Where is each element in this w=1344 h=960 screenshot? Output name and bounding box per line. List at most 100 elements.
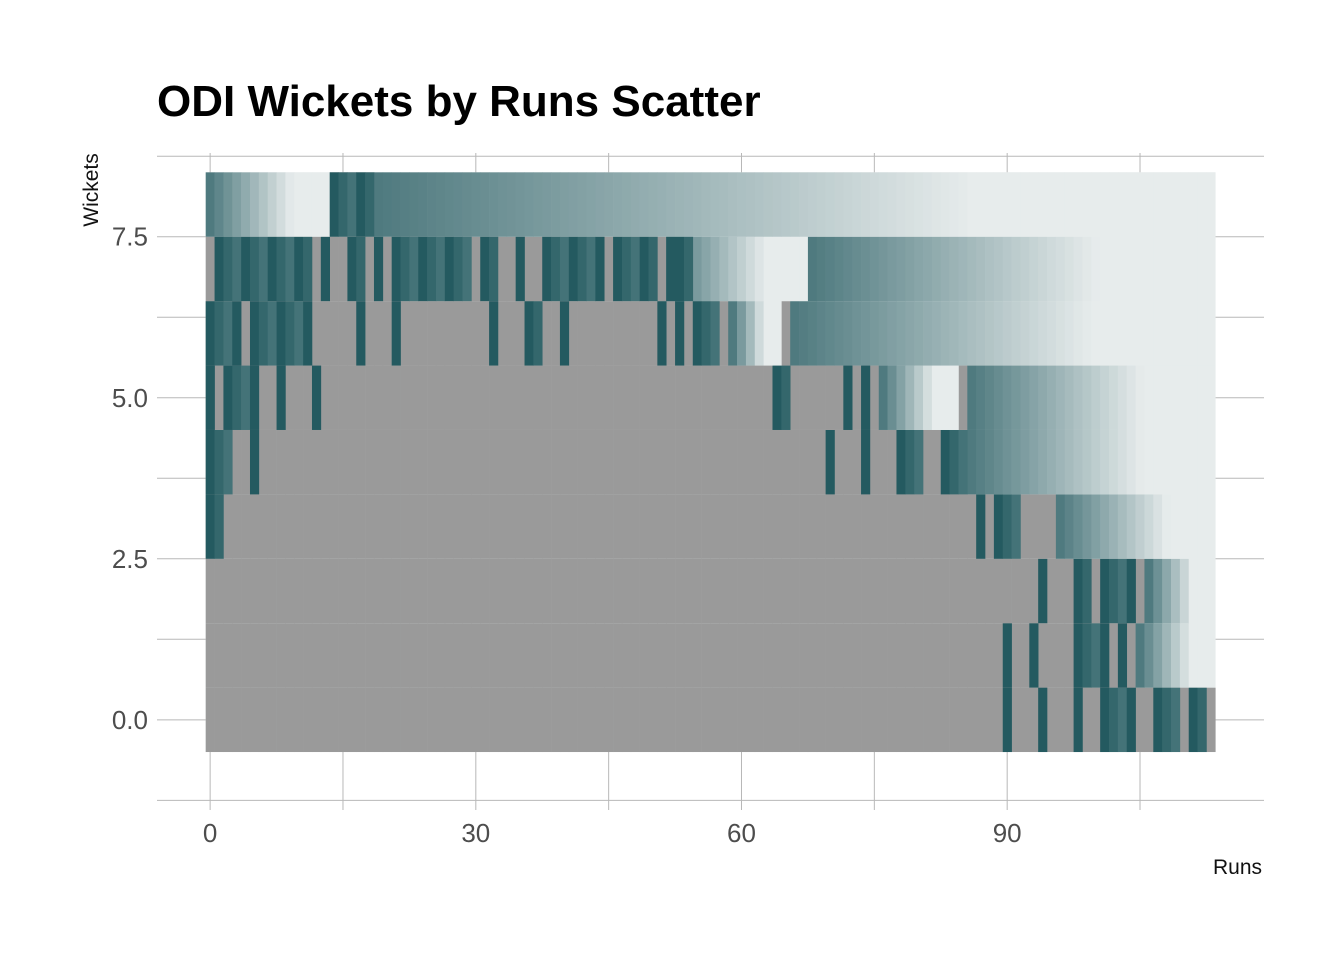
heatmap-cell (1100, 301, 1110, 366)
heatmap-tile (1197, 687, 1207, 753)
heatmap-cell (382, 301, 392, 366)
heatmap-cell (1100, 494, 1110, 559)
heatmap-cell (347, 623, 357, 688)
heatmap-cell (896, 172, 906, 237)
heatmap-cell (285, 365, 295, 430)
heatmap-cell (1153, 236, 1163, 302)
heatmap-cell (444, 687, 454, 753)
heatmap-cell (728, 301, 738, 366)
heatmap-cell (692, 429, 702, 495)
heatmap-cell (1038, 172, 1048, 237)
heatmap-cell (639, 429, 649, 495)
heatmap-cell (1020, 236, 1030, 302)
heatmap-cell (453, 687, 463, 753)
heatmap-cell (559, 623, 570, 688)
heatmap-cell (444, 301, 454, 366)
heatmap-cell (1188, 172, 1198, 237)
heatmap-cell (471, 623, 481, 688)
heatmap-cell (480, 558, 490, 624)
heatmap-cell (338, 494, 348, 559)
y-tick-label: 2.5 (112, 544, 148, 574)
heatmap-tile (285, 301, 295, 366)
heatmap-cell (719, 429, 729, 495)
heatmap-cell (462, 558, 472, 624)
x-tick-label: 30 (461, 818, 490, 848)
heatmap-cell (993, 558, 1004, 624)
heatmap-cell (639, 687, 649, 753)
heatmap-tile (427, 236, 437, 302)
heatmap-cell (1064, 172, 1074, 237)
heatmap-cell (1100, 365, 1110, 430)
heatmap-cell (701, 172, 711, 237)
heatmap-cell (967, 365, 977, 430)
heatmap-cell (214, 365, 224, 430)
heatmap-cell (409, 494, 419, 559)
heatmap-cell (1055, 236, 1066, 302)
heatmap-cell (790, 301, 800, 366)
heatmap-cell (639, 494, 649, 559)
heatmap-tile (1038, 558, 1048, 624)
heatmap-cell (400, 687, 410, 753)
heatmap-cell (675, 558, 685, 624)
heatmap-cell (258, 494, 268, 559)
heatmap-cell (613, 429, 623, 495)
heatmap-cell (807, 558, 818, 624)
heatmap-cell (923, 494, 933, 559)
heatmap-cell (621, 429, 632, 495)
heatmap-cell (1135, 558, 1145, 624)
heatmap-cell (967, 301, 977, 366)
heatmap-cell (675, 494, 685, 559)
heatmap-cell (790, 558, 800, 624)
heatmap-cell (453, 429, 463, 495)
heatmap-cell (993, 301, 1004, 366)
heatmap-cell (852, 236, 862, 302)
heatmap-cell (710, 558, 720, 624)
heatmap-cell (453, 365, 463, 430)
heatmap-cell (267, 429, 277, 495)
heatmap-cell (630, 172, 640, 237)
heatmap-cell (878, 687, 888, 753)
heatmap-cell (595, 687, 605, 753)
heatmap-cell (338, 429, 348, 495)
heatmap-cell (958, 365, 968, 430)
heatmap-cell (497, 494, 508, 559)
heatmap-cell (604, 301, 614, 366)
heatmap-cell (737, 365, 747, 430)
heatmap-tile (294, 301, 304, 366)
heatmap-cell (391, 687, 401, 753)
heatmap-cell (799, 365, 809, 430)
heatmap-cell (958, 623, 968, 688)
heatmap-cell (444, 172, 454, 237)
heatmap-cell (754, 301, 764, 366)
heatmap-cell (551, 365, 561, 430)
heatmap-tile (214, 494, 224, 559)
heatmap-cell (852, 429, 862, 495)
heatmap-cell (1188, 236, 1198, 302)
heatmap-cell (772, 558, 782, 624)
heatmap-cell (604, 429, 614, 495)
heatmap-cell (985, 429, 995, 495)
heatmap-cell (577, 687, 587, 753)
heatmap-cell (799, 236, 809, 302)
heatmap-cell (807, 236, 818, 302)
x-axis: 0 30 60 90 (203, 818, 1022, 848)
heatmap-cell (1047, 365, 1057, 430)
heatmap-cell (1117, 365, 1128, 430)
heatmap-cell (382, 623, 392, 688)
heatmap-cell (249, 687, 260, 753)
heatmap-cell (258, 172, 268, 237)
heatmap-cell (958, 558, 968, 624)
heatmap-cell (843, 429, 853, 495)
heatmap-cell (1091, 558, 1101, 624)
heatmap-cell (852, 558, 862, 624)
heatmap-cell (444, 558, 454, 624)
heatmap-tile (1162, 687, 1172, 753)
heatmap-cell (613, 687, 623, 753)
heatmap-cell (604, 365, 614, 430)
heatmap-cell (1206, 301, 1216, 366)
heatmap-cell (1020, 429, 1030, 495)
heatmap-cell (1064, 494, 1074, 559)
heatmap-cell (577, 301, 587, 366)
heatmap-cell (1135, 236, 1145, 302)
heatmap-cell (807, 365, 818, 430)
